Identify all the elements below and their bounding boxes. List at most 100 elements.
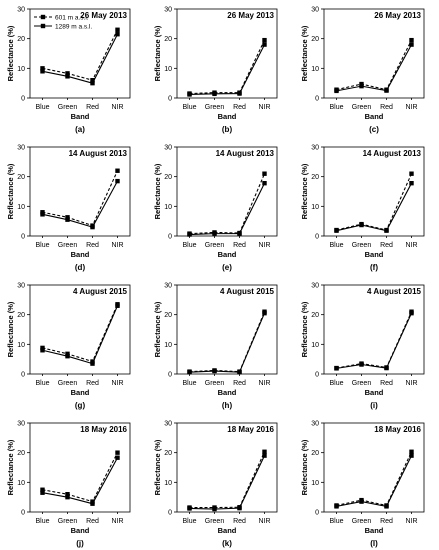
x-tick-label: Blue xyxy=(182,242,196,249)
x-tick-label: NIR xyxy=(111,380,123,387)
panel-label: (l) xyxy=(370,539,378,548)
data-point xyxy=(40,487,45,492)
panel-label: (i) xyxy=(370,401,378,410)
legend-marker xyxy=(40,14,46,20)
x-tick-label: NIR xyxy=(405,518,417,525)
x-tick-label: NIR xyxy=(405,242,417,249)
y-axis-title: Reflectance (%) xyxy=(6,25,15,81)
x-tick-label: Blue xyxy=(182,518,196,525)
series-line-1289m xyxy=(336,312,413,369)
x-tick-label: Red xyxy=(86,104,99,111)
data-point xyxy=(65,492,70,497)
x-tick-label: Blue xyxy=(182,380,196,387)
series-line-601m xyxy=(336,451,412,507)
y-axis-title: Reflectance (%) xyxy=(153,301,162,357)
chart-title: 26 May 2013 xyxy=(80,11,127,20)
chart-panel: 0 10 20 30 Blue Green Red NIR Band Reflectance (%… xyxy=(153,283,278,410)
x-tick-label: Red xyxy=(86,380,99,387)
data-point xyxy=(262,453,267,458)
data-point xyxy=(237,91,242,96)
x-tick-label: Red xyxy=(233,242,246,249)
data-point xyxy=(115,32,120,37)
chart-title: 4 August 2015 xyxy=(367,287,421,296)
x-tick-label: Green xyxy=(205,518,225,525)
data-point xyxy=(262,37,267,43)
x-tick-label: Green xyxy=(205,242,225,249)
y-tick-label: 0 xyxy=(21,234,25,241)
y-tick-label: 20 xyxy=(311,450,319,457)
data-point xyxy=(65,74,70,79)
x-tick-label: Red xyxy=(233,380,246,387)
data-point xyxy=(359,222,364,228)
y-tick-label: 30 xyxy=(164,421,172,428)
data-point xyxy=(115,178,120,184)
x-tick-label: Green xyxy=(58,104,78,111)
x-tick-label: Green xyxy=(205,104,225,111)
y-tick-label: 20 xyxy=(17,312,25,319)
data-point xyxy=(409,180,414,186)
x-tick-label: Green xyxy=(352,104,372,111)
chart-title: 4 August 2015 xyxy=(220,287,274,296)
plot-frame xyxy=(29,8,131,99)
data-point xyxy=(409,171,414,176)
x-tick-label: Red xyxy=(233,518,246,525)
chart-panel: 0 10 20 30 Blue Green Red NIR Band Reflectance (%… xyxy=(6,283,131,410)
panel-label: (f) xyxy=(370,263,378,272)
y-tick-label: 10 xyxy=(164,342,172,349)
data-point xyxy=(40,490,45,495)
plot-frame xyxy=(176,8,278,99)
x-tick-label: NIR xyxy=(258,380,270,387)
data-point xyxy=(409,453,414,458)
data-point xyxy=(334,366,339,371)
x-axis-title: Band xyxy=(71,250,90,259)
y-tick-label: 0 xyxy=(168,96,172,103)
chart-panel: 0 10 20 30 Blue Green Red NIR Band Reflectance (%… xyxy=(6,7,131,134)
series-line-1289m xyxy=(189,312,266,373)
series-line-601m xyxy=(42,452,118,503)
y-axis-title: Reflectance (%) xyxy=(153,439,162,495)
data-point xyxy=(409,310,414,316)
y-tick-label: 30 xyxy=(311,7,319,14)
chart-panel: 0 10 20 30 Blue Green Red NIR Band Reflectance (%… xyxy=(153,145,278,272)
x-tick-label: NIR xyxy=(111,518,123,525)
y-tick-label: 0 xyxy=(21,96,25,103)
panel-label: (b) xyxy=(222,125,233,134)
plot-frame xyxy=(323,8,425,99)
x-axis-title: Band xyxy=(218,112,237,121)
data-point xyxy=(262,42,267,47)
series-line-601m xyxy=(336,39,412,91)
plot-frame xyxy=(176,146,278,237)
data-point xyxy=(65,217,70,222)
data-point xyxy=(65,215,70,220)
y-axis-title: Reflectance (%) xyxy=(300,301,309,357)
y-tick-label: 10 xyxy=(17,342,25,349)
chart-title: 14 August 2013 xyxy=(363,149,422,158)
panel-label: (k) xyxy=(222,539,232,548)
data-point xyxy=(384,228,389,233)
series-line-601m xyxy=(42,170,119,227)
chart-panel: 0 10 20 30 Blue Green Red NIR Band Reflectance (%… xyxy=(300,145,425,272)
y-tick-label: 20 xyxy=(311,312,319,319)
series-line-1289m xyxy=(189,455,265,510)
series-line-601m xyxy=(336,173,413,231)
data-point xyxy=(40,66,45,71)
data-point xyxy=(212,506,217,512)
y-tick-label: 10 xyxy=(311,204,319,211)
y-tick-label: 20 xyxy=(17,36,25,43)
series-line-601m xyxy=(336,311,413,369)
data-point xyxy=(65,494,70,500)
y-tick-label: 20 xyxy=(311,174,319,181)
y-tick-label: 30 xyxy=(311,421,319,428)
data-point xyxy=(262,171,267,176)
y-tick-label: 0 xyxy=(168,234,172,241)
y-tick-label: 30 xyxy=(164,7,172,14)
x-tick-label: Red xyxy=(380,518,393,525)
data-point xyxy=(359,83,364,89)
x-tick-label: Red xyxy=(86,242,99,249)
series-line-1289m xyxy=(189,44,265,95)
series-line-1289m xyxy=(189,182,265,236)
chart-panel: 0 10 20 30 Blue Green Red NIR Band Reflectance (%… xyxy=(300,7,425,134)
chart-panel: 0 10 20 30 Blue Green Red NIR Band Reflectance (%… xyxy=(300,421,425,548)
y-axis-title: Reflectance (%) xyxy=(6,163,15,219)
